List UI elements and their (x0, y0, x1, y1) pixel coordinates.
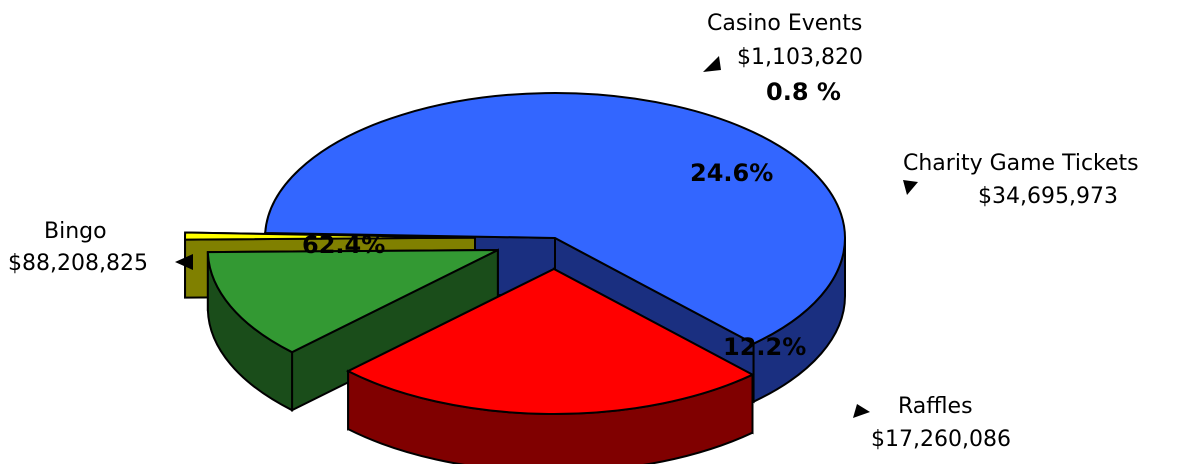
slice-top-casino-events (184, 231, 476, 241)
pointer-raffles (853, 404, 870, 418)
pointer-casino-events (703, 56, 721, 72)
category-label-casino-events: Casino Events (707, 11, 862, 36)
value-label-bingo: $88,208,825 (8, 251, 148, 276)
slice-top-raffles (206, 249, 499, 354)
category-label-charity-game-tickets: Charity Game Tickets (903, 151, 1139, 176)
percent-label-raffles: 12.2% (723, 333, 806, 361)
slice-charity-game-tickets (345, 267, 755, 464)
value-label-charity-game-tickets: $34,695,973 (978, 184, 1118, 209)
percent-label-charity-game-tickets: 24.6% (690, 159, 773, 187)
category-label-bingo: Bingo (44, 219, 107, 244)
percent-label-casino-events: 0.8 % (766, 78, 841, 106)
percent-label-bingo: 62.4% (302, 231, 385, 259)
pie-slices (184, 92, 846, 464)
category-label-raffles: Raffles (898, 394, 973, 419)
slice-top-bingo (264, 92, 846, 345)
slice-top-charity-game-tickets (345, 267, 755, 415)
value-label-raffles: $17,260,086 (871, 427, 1011, 452)
value-label-casino-events: $1,103,820 (737, 45, 863, 70)
pointer-charity-game-tickets (903, 180, 918, 195)
slice-raffles (206, 248, 499, 412)
pointer-bingo (175, 254, 193, 270)
